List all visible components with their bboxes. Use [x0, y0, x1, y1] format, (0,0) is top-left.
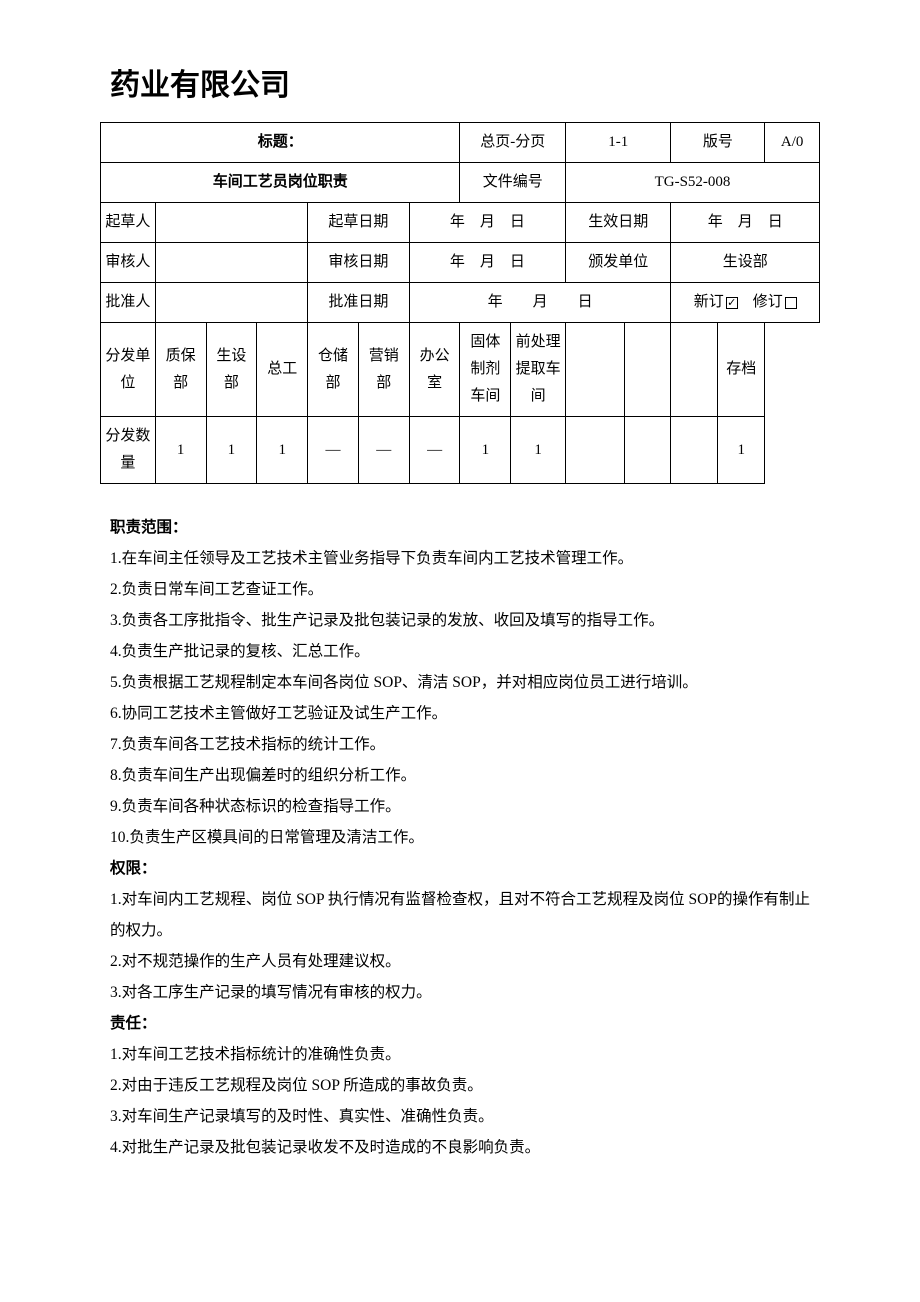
- dist-qty: 1: [460, 417, 511, 484]
- effective-value: 年 月 日: [671, 203, 820, 243]
- drafter-value: [155, 203, 307, 243]
- dist-qty: 1: [206, 417, 257, 484]
- auth-item: 2.对不规范操作的生产人员有处理建议权。: [110, 946, 810, 977]
- dist-col: [671, 323, 718, 417]
- doc-title: 车间工艺员岗位职责: [101, 163, 460, 203]
- resp-item: 3.对车间生产记录填写的及时性、真实性、准确性负责。: [110, 1101, 810, 1132]
- version-label: 版号: [671, 123, 765, 163]
- dist-col: 前处理提取车间: [511, 323, 566, 417]
- new-checkbox-icon: [726, 297, 738, 309]
- dist-col: 固体制剂车间: [460, 323, 511, 417]
- duty-item: 5.负责根据工艺规程制定本车间各岗位 SOP、清洁 SOP，并对相应岗位员工进行…: [110, 667, 810, 698]
- resp-item: 2.对由于违反工艺规程及岗位 SOP 所造成的事故负责。: [110, 1070, 810, 1101]
- duty-item: 8.负责车间生产出现偏差时的组织分析工作。: [110, 760, 810, 791]
- duty-item: 7.负责车间各工艺技术指标的统计工作。: [110, 729, 810, 760]
- title-label: 标题：: [101, 123, 460, 163]
- resp-item: 4.对批生产记录及批包装记录收发不及时造成的不良影响负责。: [110, 1132, 810, 1163]
- dist-qty: —: [409, 417, 460, 484]
- draft-date-value: 年 月 日: [409, 203, 565, 243]
- dist-col: [565, 323, 624, 417]
- dist-col: [624, 323, 671, 417]
- duty-title: 职责范围：: [110, 512, 810, 543]
- version-value: A/0: [765, 123, 820, 163]
- duty-item: 9.负责车间各种状态标识的检查指导工作。: [110, 791, 810, 822]
- revise-label: 修订: [753, 294, 783, 310]
- dist-col: 质保部: [155, 323, 206, 417]
- page-value: 1-1: [565, 123, 670, 163]
- review-date-value: 年 月 日: [409, 243, 565, 283]
- auth-item: 3.对各工序生产记录的填写情况有审核的权力。: [110, 977, 810, 1008]
- approver-value: [155, 283, 307, 323]
- duty-item: 2.负责日常车间工艺查证工作。: [110, 574, 810, 605]
- dist-qty: [671, 417, 718, 484]
- dist-qty: —: [358, 417, 409, 484]
- resp-item: 1.对车间工艺技术指标统计的准确性负责。: [110, 1039, 810, 1070]
- new-label: 新订: [694, 294, 724, 310]
- dist-col: 存档: [718, 323, 765, 417]
- auth-item: 1.对车间内工艺规程、岗位 SOP 执行情况有监督检查权，且对不符合工艺规程及岗…: [110, 884, 810, 946]
- dist-qty: 1: [718, 417, 765, 484]
- resp-title: 责任：: [110, 1008, 810, 1039]
- dist-qty-label: 分发数量: [101, 417, 156, 484]
- auth-title: 权限：: [110, 853, 810, 884]
- dist-col: 仓储部: [308, 323, 359, 417]
- reviewer-label: 审核人: [101, 243, 156, 283]
- dist-col: 总工: [257, 323, 308, 417]
- duty-item: 10.负责生产区模具间的日常管理及清洁工作。: [110, 822, 810, 853]
- docno-value: TG-S52-008: [565, 163, 819, 203]
- body-content: 职责范围： 1.在车间主任领导及工艺技术主管业务指导下负责车间内工艺技术管理工作…: [100, 512, 820, 1163]
- issuer-value: 生设部: [671, 243, 820, 283]
- approve-date-label: 批准日期: [308, 283, 410, 323]
- review-date-label: 审核日期: [308, 243, 410, 283]
- duty-item: 3.负责各工序批指令、批生产记录及批包装记录的发放、收回及填写的指导工作。: [110, 605, 810, 636]
- dist-unit-row: 分发单位 质保部 生设部 总工 仓储部 营销部 办公室 固体制剂车间 前处理提取…: [101, 323, 820, 417]
- approve-date-value: 年 月 日: [409, 283, 671, 323]
- approver-label: 批准人: [101, 283, 156, 323]
- duty-item: 1.在车间主任领导及工艺技术主管业务指导下负责车间内工艺技术管理工作。: [110, 543, 810, 574]
- dist-qty: —: [308, 417, 359, 484]
- dist-unit-label: 分发单位: [101, 323, 156, 417]
- dist-col: 生设部: [206, 323, 257, 417]
- drafter-label: 起草人: [101, 203, 156, 243]
- reviewer-value: [155, 243, 307, 283]
- dist-qty-row: 分发数量 1 1 1 — — — 1 1 1: [101, 417, 820, 484]
- revise-checkbox-icon: [785, 297, 797, 309]
- page-label: 总页-分页: [460, 123, 566, 163]
- new-revise-cell: 新订 修订: [671, 283, 820, 323]
- dist-qty: 1: [155, 417, 206, 484]
- duty-item: 6.协同工艺技术主管做好工艺验证及试生产工作。: [110, 698, 810, 729]
- dist-qty: 1: [257, 417, 308, 484]
- dist-col: 营销部: [358, 323, 409, 417]
- effective-label: 生效日期: [565, 203, 670, 243]
- dist-col: 办公室: [409, 323, 460, 417]
- issuer-label: 颁发单位: [565, 243, 670, 283]
- company-name: 药业有限公司: [110, 60, 820, 104]
- dist-qty: [565, 417, 624, 484]
- dist-qty: 1: [511, 417, 566, 484]
- metadata-table: 标题： 总页-分页 1-1 版号 A/0 车间工艺员岗位职责 文件编号 TG-S…: [100, 122, 820, 484]
- dist-qty: [624, 417, 671, 484]
- docno-label: 文件编号: [460, 163, 566, 203]
- duty-item: 4.负责生产批记录的复核、汇总工作。: [110, 636, 810, 667]
- draft-date-label: 起草日期: [308, 203, 410, 243]
